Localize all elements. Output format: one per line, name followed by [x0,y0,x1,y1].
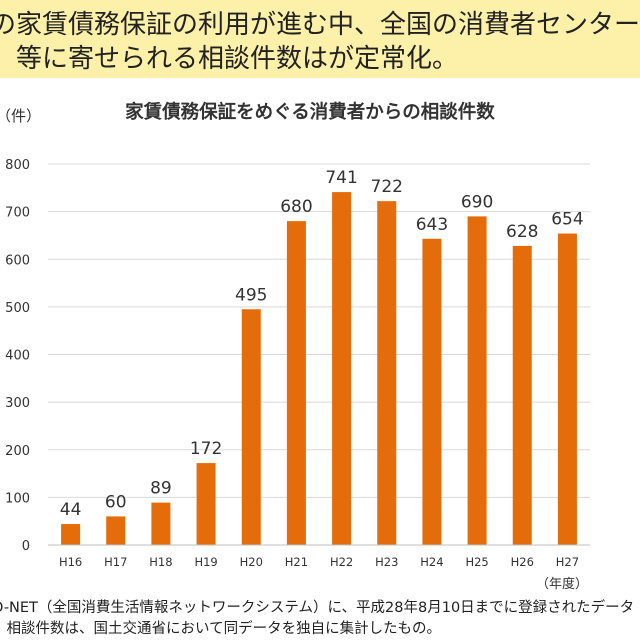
x-tick-label-H27: H27 [556,555,579,569]
x-tick-label-H21: H21 [285,555,308,569]
y-tick-label: 700 [5,206,30,221]
y-tick-label: 500 [5,301,30,316]
x-tick-label-H17: H17 [104,555,127,569]
bar-H25 [467,216,487,545]
data-label-H20: 495 [235,285,267,305]
bar-H18 [151,502,171,545]
x-tick-label-H24: H24 [420,555,443,569]
data-label-H27: 654 [551,210,583,230]
header-line-1: の家賃債務保証の利用が進む中、全国の消費者センター [0,10,640,40]
y-axis-unit-label: （件） [0,107,41,125]
x-tick-label-H19: H19 [194,555,217,569]
bar-H21 [286,221,306,545]
y-tick-label: 800 [5,158,30,173]
y-tick-label: 100 [5,491,30,506]
header-line-2: 等に寄せられる相談件数はが定常化。 [16,44,459,74]
bar-H20 [241,309,261,545]
bar-H22 [332,192,352,545]
x-tick-label-H20: H20 [240,555,263,569]
data-label-H22: 741 [325,168,357,188]
bar-H26 [512,245,532,546]
x-tick-label-H22: H22 [330,555,353,569]
x-tick-label-H25: H25 [465,555,488,569]
data-label-H21: 680 [280,197,312,217]
x-axis-unit-label: （年度） [536,576,588,592]
data-label-H16: 44 [60,500,82,520]
data-label-H23: 722 [371,177,403,197]
bar-H19 [196,463,216,545]
data-label-H17: 60 [105,492,127,512]
bar-H16 [61,524,81,545]
x-tick-label-H26: H26 [511,555,534,569]
y-tick-label: 200 [5,444,30,459]
y-tick-label: 300 [5,396,30,411]
y-tick-label: 600 [5,253,30,268]
data-label-H19: 172 [190,439,222,459]
bar-H24 [422,238,442,546]
data-label-H24: 643 [416,215,448,235]
bar-H17 [106,516,126,545]
bar-H27 [557,233,577,545]
data-label-H25: 690 [461,192,493,212]
source-note-line-1: O-NET（全国消費生活情報ネットワークシステム）に、平成28年8月10日までに… [0,600,635,616]
consultation-bar-chart: 家賃債務保証をめぐる消費者からの相談件数 （件） （年度） 44 60 89 172 4… [0,101,590,592]
y-tick-label: 400 [5,349,30,364]
x-tick-label-H18: H18 [149,555,172,569]
x-tick-label-H23: H23 [375,555,398,569]
y-tick-label: 0 [22,539,30,554]
x-tick-label-H16: H16 [59,555,82,569]
data-label-H18: 89 [150,479,172,499]
source-note-line-2: 、相談件数は、国土交通省において同データを独自に集計したもの。 [0,621,442,637]
chart-title: 家賃債務保証をめぐる消費者からの相談件数 [125,101,495,123]
bar-H23 [377,201,397,545]
data-label-H26: 628 [506,222,538,242]
header-banner: の家賃債務保証の利用が進む中、全国の消費者センター 等に寄せられる相談件数はが定… [0,0,640,78]
